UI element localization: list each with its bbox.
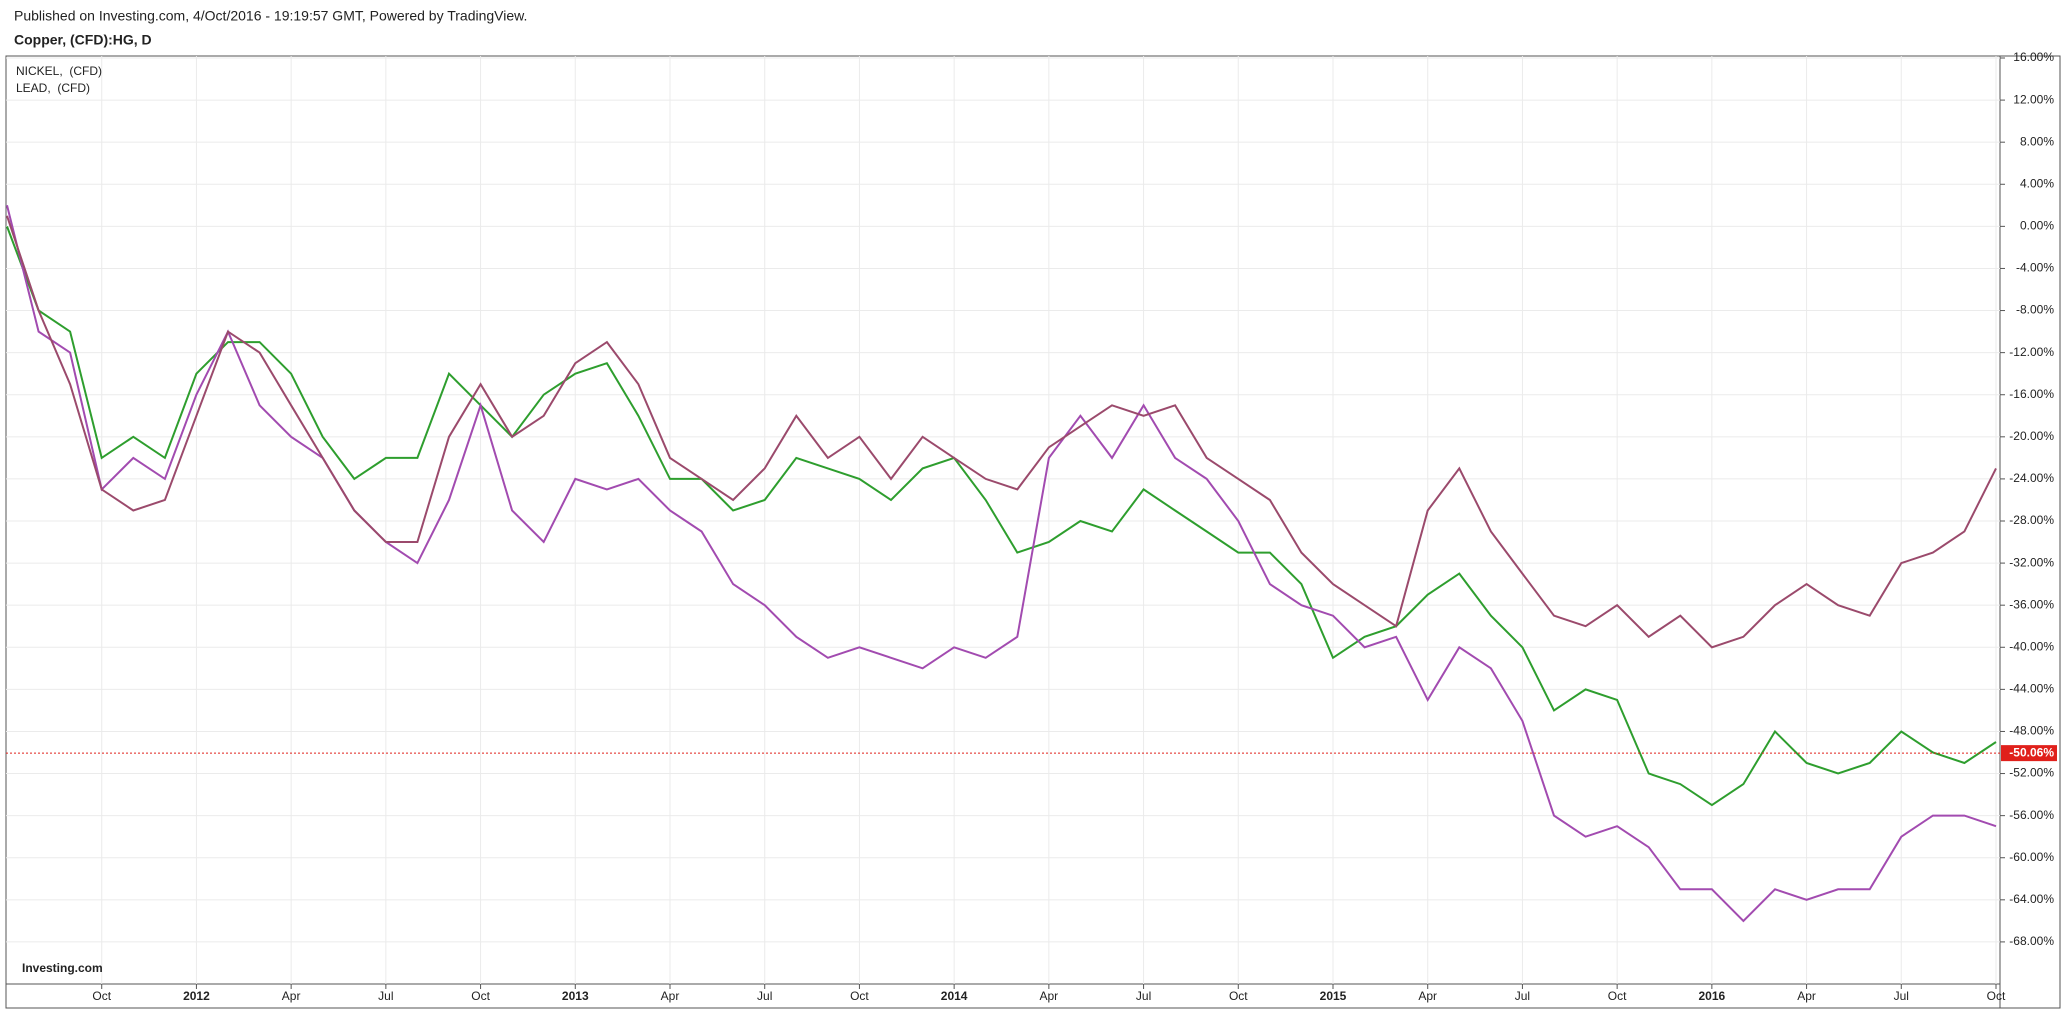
x-tick-label: 2012 (183, 989, 210, 1003)
series-line (6, 215, 1997, 649)
x-tick-label: Oct (850, 989, 869, 1003)
y-tick-label: -24.00% (2009, 471, 2054, 485)
x-tick-label: Oct (1229, 989, 1248, 1003)
y-tick-label: -56.00% (2009, 808, 2054, 822)
grid (6, 56, 2000, 984)
x-tick-label: Apr (282, 989, 301, 1003)
x-tick-label: 2015 (1320, 989, 1347, 1003)
x-tick-label: Jul (378, 989, 393, 1003)
series-line (6, 226, 1997, 807)
x-tick-label: Oct (92, 989, 111, 1003)
x-tick-label: Jul (1515, 989, 1530, 1003)
y-tick-label: -20.00% (2009, 429, 2054, 443)
x-tick-label: Apr (1040, 989, 1059, 1003)
price-label: -50.06% (2009, 745, 2054, 759)
x-tick-label: 2014 (941, 989, 968, 1003)
price-badge (2001, 745, 2057, 762)
y-tick-label: -60.00% (2009, 850, 2054, 864)
y-tick-label: -36.00% (2009, 597, 2054, 611)
y-tick-label: 8.00% (2020, 134, 2054, 148)
x-tick-label: Jul (1894, 989, 1909, 1003)
x-tick-label: Oct (1608, 989, 1627, 1003)
y-tick-label: -40.00% (2009, 639, 2054, 653)
x-tick-label: 2016 (1699, 989, 1726, 1003)
y-tick-label: -12.00% (2009, 345, 2054, 359)
y-tick-label: -8.00% (2016, 303, 2054, 317)
y-tick-label: -68.00% (2009, 934, 2054, 948)
y-tick-label: -64.00% (2009, 892, 2054, 906)
y-tick-label: 16.00% (2013, 50, 2054, 64)
x-tick-label: Jul (757, 989, 772, 1003)
x-tick-label: Apr (1418, 989, 1437, 1003)
x-tick-label: Jul (1136, 989, 1151, 1003)
x-tick-label: Apr (661, 989, 680, 1003)
y-tick-label: -28.00% (2009, 513, 2054, 527)
x-tick-label: Apr (1797, 989, 1816, 1003)
chart-subtitle: Copper, (CFD):HG, D (14, 32, 152, 48)
frame (5, 55, 2061, 1009)
y-tick-label: -44.00% (2009, 682, 2054, 696)
y-tick-label: 0.00% (2020, 219, 2054, 233)
x-tick-label: Oct (471, 989, 490, 1003)
y-tick-label: -52.00% (2009, 766, 2054, 780)
y-tick-label: 12.00% (2013, 92, 2054, 106)
y-tick-label: -16.00% (2009, 387, 2054, 401)
y-tick-label: 4.00% (2020, 176, 2054, 190)
y-tick-label: -4.00% (2016, 261, 2054, 275)
header: Published on Investing.com, 4/Oct/2016 -… (14, 8, 527, 24)
legend-entry: NICKEL, (CFD) (16, 64, 102, 78)
x-tick-label: 2013 (562, 989, 589, 1003)
y-tick-label: -32.00% (2009, 555, 2054, 569)
x-tick-label: Oct (1987, 989, 2006, 1003)
legend-entry: LEAD, (CFD) (16, 81, 90, 95)
logo: Investing.com (22, 961, 103, 975)
y-tick-label: -48.00% (2009, 724, 2054, 738)
